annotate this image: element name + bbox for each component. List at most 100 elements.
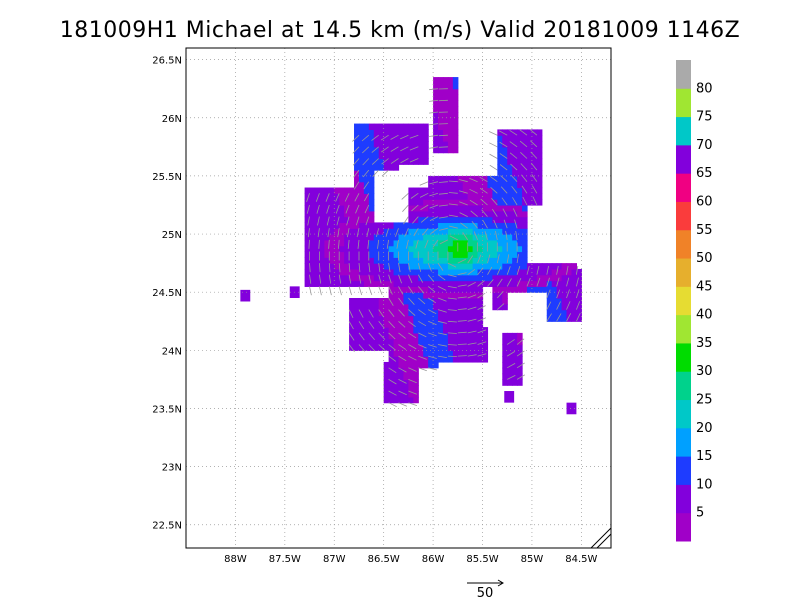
wind-cell xyxy=(423,361,429,369)
wind-cell xyxy=(393,239,400,247)
wind-cell xyxy=(319,251,325,258)
wind-cell xyxy=(329,280,335,287)
wind-cell xyxy=(334,239,340,247)
wind-cell xyxy=(388,268,395,276)
wind-cell xyxy=(349,315,355,322)
wind-cell xyxy=(433,117,439,125)
wind-cell xyxy=(408,327,414,334)
wind-cell xyxy=(433,181,439,189)
wind-cell xyxy=(502,379,508,386)
wind-vector xyxy=(348,263,351,273)
wind-cell xyxy=(438,286,444,293)
wind-cell xyxy=(442,274,449,282)
wind-vector xyxy=(448,192,458,194)
wind-vector xyxy=(437,262,444,271)
wind-cell xyxy=(507,175,513,183)
wind-cell xyxy=(497,239,503,247)
wind-cell xyxy=(467,245,474,253)
wind-cell xyxy=(531,158,538,165)
wind-cell xyxy=(512,379,518,386)
wind-cell xyxy=(388,338,395,346)
wind-cell xyxy=(442,268,449,276)
wind-cell xyxy=(373,123,380,130)
wind-cell xyxy=(447,245,454,253)
wind-cell xyxy=(403,158,409,165)
wind-cell xyxy=(368,181,375,189)
wind-cell xyxy=(457,321,464,328)
colorbar-swatch xyxy=(676,229,691,259)
wind-vector xyxy=(408,332,417,339)
wind-cell xyxy=(447,315,454,322)
wind-cell xyxy=(388,292,395,299)
wind-vector xyxy=(368,309,374,318)
wind-cell xyxy=(423,199,429,206)
wind-cell xyxy=(363,135,370,142)
wind-cell xyxy=(408,239,414,247)
wind-cell xyxy=(462,356,469,363)
wind-cell xyxy=(467,181,474,189)
latitude-tick-label: 22.5N xyxy=(152,521,182,532)
wind-cell xyxy=(383,152,390,160)
wind-cell xyxy=(522,141,528,148)
wind-cell xyxy=(442,106,449,113)
wind-cell xyxy=(452,216,459,224)
wind-cell xyxy=(442,88,449,96)
wind-cell xyxy=(531,170,538,177)
wind-cell xyxy=(522,286,528,293)
wind-cell xyxy=(428,321,434,328)
wind-cell xyxy=(487,204,493,212)
wind-cell xyxy=(418,315,424,322)
wind-cell xyxy=(452,350,459,357)
wind-cell xyxy=(442,245,449,253)
wind-vector xyxy=(458,190,468,194)
wind-cell xyxy=(388,152,395,160)
wind-vector xyxy=(381,158,389,165)
wind-cell xyxy=(393,350,400,357)
wind-cell xyxy=(526,146,533,154)
wind-cell xyxy=(354,193,360,200)
wind-vector xyxy=(404,228,409,237)
wind-cell xyxy=(497,181,503,189)
wind-cell xyxy=(507,141,513,148)
wind-cell xyxy=(428,303,434,311)
wind-cell xyxy=(433,356,439,363)
wind-cell xyxy=(304,251,311,258)
wind-cell xyxy=(512,239,518,247)
wind-cell xyxy=(344,216,350,224)
wind-cell xyxy=(536,187,543,194)
wind-cell xyxy=(363,338,370,346)
wind-cell xyxy=(334,257,340,264)
wind-cell xyxy=(566,303,573,311)
wind-cell xyxy=(462,181,469,189)
wind-cell xyxy=(497,257,503,264)
wind-cell xyxy=(492,292,498,299)
wind-cell xyxy=(339,204,345,212)
wind-cell xyxy=(319,274,325,282)
wind-cell xyxy=(457,234,464,241)
wind-cell xyxy=(393,129,400,136)
wind-cell xyxy=(433,204,439,212)
wind-vector xyxy=(418,297,426,305)
longitude-tick-label: 87W xyxy=(323,554,346,565)
wind-cell xyxy=(457,204,464,212)
wind-cell xyxy=(304,193,311,200)
wind-vector xyxy=(516,265,521,275)
wind-cell xyxy=(536,175,543,183)
wind-cell xyxy=(457,228,464,235)
wind-cell xyxy=(502,129,508,136)
wind-cell xyxy=(531,286,538,293)
wind-cell xyxy=(438,193,444,200)
wind-cell xyxy=(447,129,454,136)
wind-cell xyxy=(472,338,479,346)
wind-cell xyxy=(354,251,360,258)
wind-cell xyxy=(368,123,375,130)
wind-vector xyxy=(469,199,478,206)
wind-cell xyxy=(571,274,578,282)
wind-cell xyxy=(517,199,523,206)
wind-cell xyxy=(363,204,370,212)
wind-vector xyxy=(377,239,380,249)
wind-cell xyxy=(433,361,439,369)
wind-cell xyxy=(358,321,365,328)
wind-cell xyxy=(393,123,400,130)
wind-cell xyxy=(507,367,513,375)
